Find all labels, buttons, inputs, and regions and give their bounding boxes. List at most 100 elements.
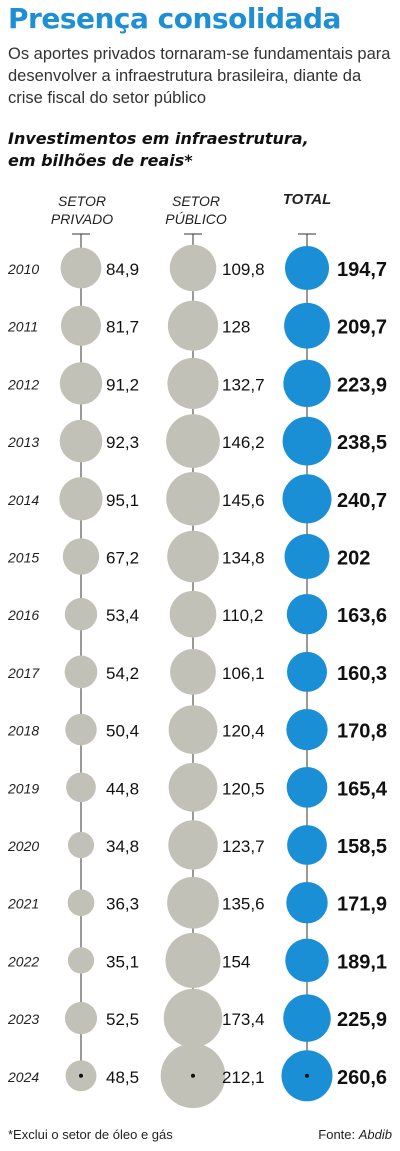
value-label-public: 135,6 (222, 895, 265, 914)
year-label: 2016 (7, 607, 39, 623)
value-label-private: 50,4 (106, 722, 139, 741)
year-label: 2022 (7, 953, 39, 969)
year-label: 2023 (7, 1011, 39, 1027)
bubble-total (284, 534, 330, 579)
bubble-private (59, 362, 103, 405)
bubble-total (283, 359, 331, 408)
value-label-private: 92,3 (106, 433, 139, 452)
year-label: 2011 (7, 319, 38, 335)
column-header-private-line2: PRIVADO (50, 211, 114, 227)
value-label-private: 81,7 (106, 318, 139, 337)
bubble-private (60, 247, 102, 289)
value-label-total: 209,7 (337, 317, 387, 339)
center-dot-total (305, 1073, 309, 1078)
value-label-total: 194,7 (337, 259, 387, 281)
value-label-public: 123,7 (222, 837, 265, 856)
bubble-private (65, 713, 97, 746)
value-label-total: 189,1 (337, 951, 387, 973)
column-header-private-line1: SETOR (58, 193, 106, 209)
column-header-private: SETOR PRIVADO (44, 192, 120, 228)
value-label-public: 134,8 (222, 549, 265, 568)
bubble-total (285, 938, 329, 983)
bubble-public (167, 876, 219, 929)
year-label: 2024 (7, 1069, 39, 1085)
bubble-private (60, 305, 102, 346)
bubble-total (282, 474, 332, 524)
year-label: 2019 (7, 780, 39, 796)
year-label: 2017 (7, 665, 40, 681)
value-label-private: 67,2 (106, 549, 139, 568)
value-label-total: 160,3 (337, 663, 387, 685)
value-label-private: 34,8 (106, 837, 139, 856)
value-label-public: 110,2 (222, 606, 263, 625)
year-label: 2021 (7, 896, 39, 912)
bubble-private (67, 947, 95, 974)
year-label: 2012 (7, 376, 39, 392)
bubble-public (168, 762, 218, 812)
source-credit: Fonte: Abdib (318, 1127, 392, 1142)
chart-heading-line2: em bilhões de reais* (8, 151, 193, 170)
bubble-total (284, 245, 330, 291)
bubble-total (286, 766, 328, 808)
bubble-private (62, 538, 100, 575)
value-label-public: 145,6 (222, 491, 265, 510)
value-label-public: 128 (222, 318, 250, 337)
value-label-total: 225,9 (337, 1009, 387, 1031)
bubble-public (166, 472, 220, 526)
value-label-public: 109,8 (222, 260, 265, 279)
bubble-total (287, 825, 327, 865)
center-dot-public (191, 1073, 195, 1078)
bubble-private (59, 419, 103, 463)
value-label-private: 48,5 (106, 1068, 139, 1087)
value-label-total: 223,9 (337, 374, 387, 396)
bubble-public (168, 820, 218, 870)
value-label-total: 165,4 (337, 778, 388, 800)
bubble-private (64, 1002, 98, 1035)
year-label: 2013 (7, 434, 39, 450)
bubble-public (167, 530, 219, 583)
bubble-public (170, 649, 216, 695)
value-label-private: 53,4 (106, 606, 139, 625)
value-label-private: 44,8 (106, 779, 139, 798)
source-prefix: Fonte: (318, 1127, 359, 1142)
value-label-public: 120,4 (222, 722, 265, 741)
value-label-public: 173,4 (222, 1010, 265, 1029)
value-label-public: 212,1 (222, 1068, 265, 1087)
value-label-private: 91,2 (106, 375, 139, 394)
column-header-total: TOTAL (282, 191, 332, 208)
column-header-public-line1: SETOR (172, 193, 220, 209)
bubble-total (286, 593, 328, 635)
value-label-private: 36,3 (106, 895, 139, 914)
value-label-total: 240,7 (337, 490, 387, 512)
value-label-public: 154 (222, 952, 250, 971)
chart-heading-line1: Investimentos em infraestrutura, (8, 129, 309, 148)
chart-heading: Investimentos em infraestrutura, em bilh… (8, 128, 309, 172)
page-title: Presença consolidada (8, 2, 341, 35)
bubble-public (166, 414, 220, 468)
footnote: *Exclui o setor de óleo e gás (8, 1127, 173, 1142)
bubble-total (286, 881, 328, 924)
bubble-public (169, 590, 217, 638)
bubble-private (64, 597, 98, 631)
bubble-total (284, 302, 330, 349)
bubble-public (168, 705, 218, 754)
value-label-total: 170,8 (337, 721, 387, 743)
source-name: Abdib (358, 1127, 392, 1142)
bubble-total (282, 416, 332, 466)
bubble-private (67, 889, 95, 917)
column-header-public: SETOR PÚBLICO (158, 192, 234, 228)
year-label: 2015 (7, 550, 39, 566)
bubble-private (67, 831, 95, 859)
value-label-private: 54,2 (106, 664, 139, 683)
page-subtitle: Os aportes privados tornaram-se fundamen… (8, 45, 391, 107)
value-label-total: 238,5 (337, 432, 387, 454)
value-label-public: 146,2 (222, 433, 265, 452)
value-label-total: 171,9 (337, 894, 387, 916)
bubble-total (286, 708, 328, 751)
bubble-private (64, 655, 98, 689)
value-label-public: 106,1 (222, 664, 265, 683)
value-label-private: 35,1 (106, 952, 139, 971)
value-label-public: 120,5 (222, 779, 265, 798)
year-label: 2014 (7, 492, 39, 508)
bubble-private (66, 772, 96, 803)
